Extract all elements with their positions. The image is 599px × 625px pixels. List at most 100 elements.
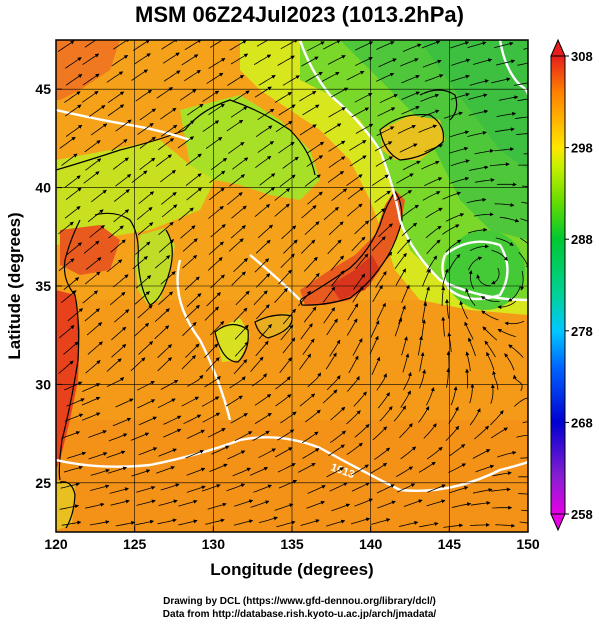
wind-arrow: [490, 384, 495, 404]
wind-arrow: [232, 467, 252, 477]
wind-arrow: [419, 351, 425, 372]
wind-arrow: [484, 340, 496, 358]
wind-arrow: [158, 448, 177, 457]
wind-arrow: [163, 428, 182, 438]
wind-arrow: [305, 409, 321, 423]
wind-arrow: [520, 237, 528, 245]
wind-arrow: [305, 71, 323, 83]
wind-arrow: [256, 40, 275, 47]
wind-arrow: [379, 94, 398, 104]
x-tick-label: 145: [438, 536, 462, 552]
wind-arrow: [112, 157, 129, 170]
wind-arrow: [419, 521, 439, 528]
wind-arrow: [303, 256, 318, 272]
wind-arrow: [108, 433, 128, 442]
wind-arrow: [83, 171, 100, 184]
wind-arrow: [354, 498, 374, 507]
wind-arrow: [449, 486, 469, 494]
wind-arrow: [257, 108, 275, 121]
wind-arrow: [81, 396, 101, 406]
wind-arrow: [475, 178, 495, 183]
wind-arrow: [90, 484, 110, 491]
wind-arrow: [201, 396, 220, 407]
wind-arrow: [499, 216, 520, 223]
wind-arrow: [83, 240, 100, 254]
wind-arrow: [402, 353, 410, 373]
wind-arrow: [490, 487, 511, 492]
wind-arrow: [64, 205, 81, 219]
y-tick-label: 25: [35, 475, 51, 491]
wind-arrow: [520, 271, 525, 291]
wind-arrow: [233, 519, 254, 526]
wind-arrow: [279, 174, 296, 188]
wind-arrow: [88, 430, 107, 438]
wind-arrow: [61, 520, 82, 526]
wind-arrow: [61, 431, 81, 439]
wind-arrow: [425, 207, 443, 219]
wind-arrow: [466, 197, 487, 204]
wind-arrow: [255, 239, 271, 254]
wind-arrow: [135, 89, 153, 102]
wind-arrow: [326, 519, 346, 527]
wind-arrow: [481, 310, 499, 321]
wind-arrow: [115, 119, 132, 132]
wind-arrow: [427, 484, 446, 493]
wind-arrow: [353, 273, 366, 290]
wind-arrow: [472, 449, 491, 459]
wind-arrow: [379, 251, 393, 268]
wind-arrow: [161, 191, 177, 205]
wind-arrow: [346, 174, 363, 187]
wind-arrow: [65, 187, 82, 200]
wind-arrow: [252, 430, 270, 442]
wind-arrow: [157, 518, 177, 525]
wind-arrow: [113, 209, 130, 223]
wind-arrow: [302, 338, 315, 355]
wind-arrow: [451, 502, 472, 508]
wind-arrow: [418, 406, 430, 423]
wind-arrow: [469, 165, 489, 171]
wind-arrow: [90, 468, 110, 476]
wind-arrow: [59, 504, 80, 510]
wind-arrow: [513, 82, 528, 86]
wind-arrow: [204, 375, 221, 388]
wind-arrow: [87, 209, 104, 223]
wind-arrow: [233, 258, 248, 272]
wind-arrow: [63, 341, 79, 355]
colorbar-ticks: 258 268 278 288 298 308: [565, 49, 593, 522]
wind-arrow: [372, 284, 383, 303]
wind-arrow: [254, 412, 272, 424]
wind-arrow: [522, 421, 528, 424]
wind-arrow: [89, 520, 110, 526]
wind-arrow: [249, 467, 269, 476]
wind-arrow: [331, 503, 351, 512]
wind-arrow: [202, 120, 220, 132]
wind-arrow: [400, 446, 417, 460]
wind-arrow: [107, 91, 125, 104]
wind-arrow: [231, 205, 247, 219]
wind-arrow: [110, 291, 126, 306]
wind-arrow: [521, 201, 528, 204]
colorbar-tick-label: 268: [571, 415, 593, 430]
wind-arrow: [115, 520, 136, 527]
wind-arrow: [449, 443, 466, 457]
wind-arrow: [321, 71, 340, 82]
wind-arrow: [417, 335, 423, 356]
wind-arrow: [279, 357, 292, 374]
wind-arrow: [328, 156, 346, 168]
wind-arrow: [377, 500, 396, 509]
colorbar-tick-label: 308: [571, 49, 593, 64]
wind-arrow: [208, 103, 225, 116]
wind-arrow: [450, 159, 470, 167]
wind-arrow: [130, 432, 150, 441]
wind-arrow: [351, 107, 370, 118]
wind-arrow: [322, 389, 338, 404]
wind-arrow: [107, 466, 128, 474]
colorbar-min-triangle: [550, 513, 566, 532]
wind-arrow: [107, 104, 125, 117]
wind-arrow: [157, 398, 176, 408]
wind-arrow: [520, 218, 528, 222]
wind-arrow: [420, 93, 440, 102]
wind-arrow: [370, 320, 380, 339]
wind-arrow: [60, 482, 80, 489]
